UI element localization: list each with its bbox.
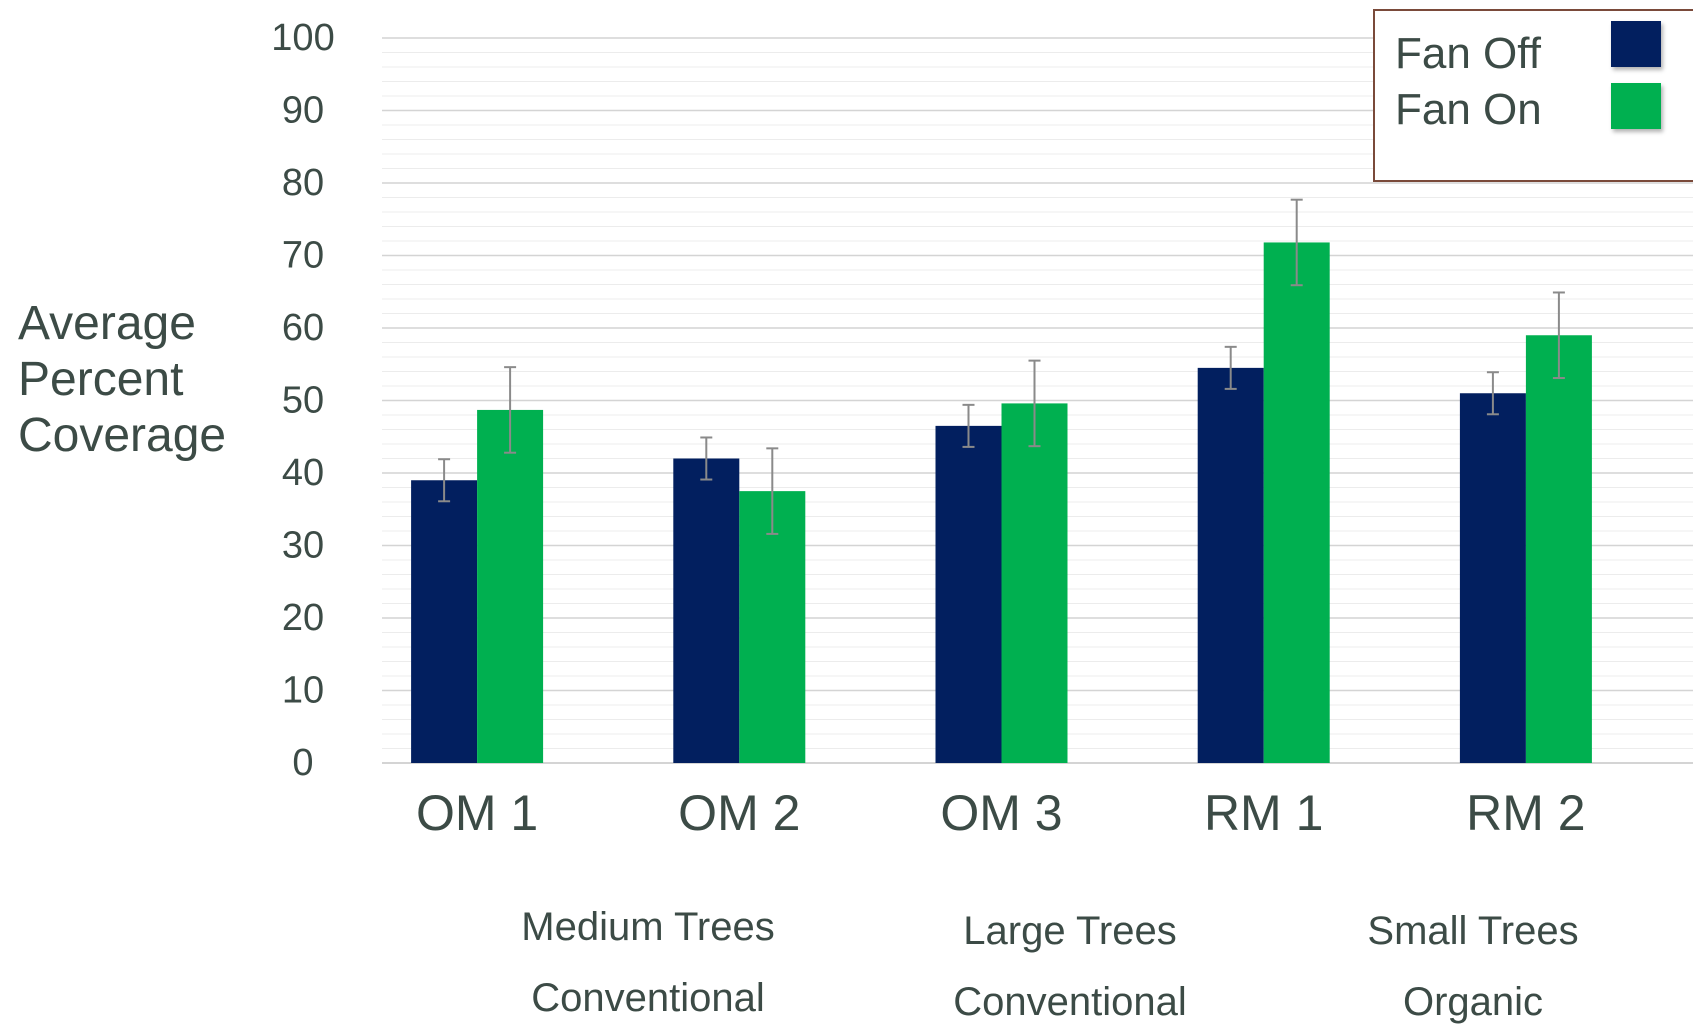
- y-tick-labels: 0 10 20 30 40 50 60 70 80 90 100: [271, 17, 334, 784]
- group-label: Conventional: [953, 980, 1187, 1025]
- y-tick-label: 50: [282, 380, 324, 422]
- x-tick-label: RM 2: [1466, 785, 1585, 841]
- y-axis-label-line: Coverage: [18, 408, 226, 464]
- legend: Fan Off Fan On: [1373, 9, 1693, 182]
- bar: [1526, 335, 1592, 763]
- x-tick-label: RM 1: [1204, 785, 1323, 841]
- y-tick-label: 80: [282, 162, 324, 204]
- group-label: Organic: [1403, 980, 1543, 1025]
- bar: [936, 426, 1002, 763]
- bar: [673, 459, 739, 764]
- legend-swatch-fan-on: [1611, 83, 1661, 129]
- y-tick-label: 60: [282, 307, 324, 349]
- group-label: Conventional: [531, 976, 765, 1021]
- y-tick-label: 40: [282, 452, 324, 494]
- y-axis-label-line: Average: [18, 296, 196, 352]
- legend-label-fan-off: Fan Off: [1395, 29, 1541, 79]
- x-tick-labels: OM 1 OM 2 OM 3 RM 1 RM 2: [416, 785, 1586, 841]
- x-tick-label: OM 3: [940, 785, 1062, 841]
- bar: [477, 410, 543, 763]
- y-axis-label-line: Percent: [18, 352, 183, 408]
- y-tick-label: 70: [282, 235, 324, 277]
- bar: [1002, 403, 1068, 763]
- legend-label-fan-on: Fan On: [1395, 85, 1542, 135]
- y-tick-label: 20: [282, 597, 324, 639]
- bar: [1460, 393, 1526, 763]
- y-tick-label: 10: [282, 670, 324, 712]
- x-tick-label: OM 2: [678, 785, 800, 841]
- group-label: Medium Trees: [521, 905, 774, 950]
- y-tick-label: 90: [282, 90, 324, 132]
- bar: [1264, 242, 1330, 763]
- bar: [411, 480, 477, 763]
- group-label: Small Trees: [1367, 909, 1578, 954]
- x-tick-label: OM 1: [416, 785, 538, 841]
- group-label: Large Trees: [963, 909, 1176, 954]
- y-tick-label: 0: [292, 742, 313, 784]
- legend-swatch-fan-off: [1611, 21, 1661, 67]
- bars: [411, 242, 1592, 763]
- y-tick-label: 100: [271, 17, 334, 59]
- y-tick-label: 30: [282, 525, 324, 567]
- bar: [1198, 368, 1264, 763]
